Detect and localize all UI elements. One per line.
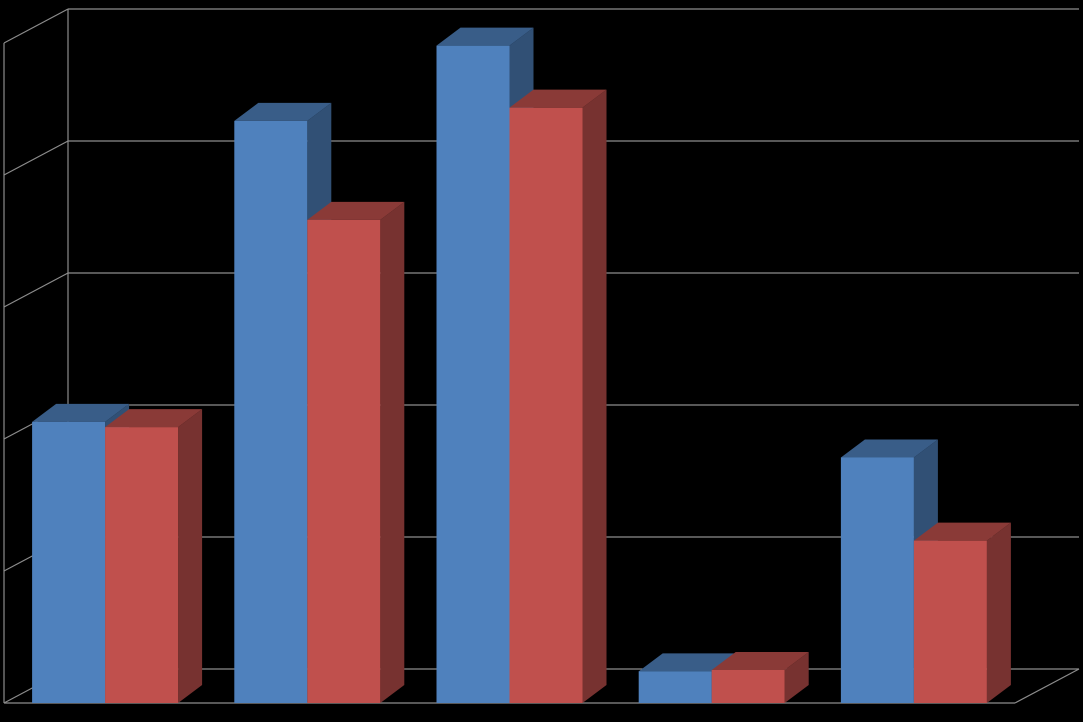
bar-side-face — [784, 652, 809, 703]
bar-front-face — [436, 45, 510, 703]
bar-front-face — [638, 671, 712, 703]
bar-top-face — [436, 27, 534, 46]
bar-top-face — [32, 403, 130, 422]
bar-side-face — [582, 89, 607, 704]
bar-front-face — [509, 107, 583, 704]
bar-s2-c5 — [913, 522, 1011, 703]
bar-top-face — [105, 409, 203, 428]
bar-top-face — [638, 653, 736, 672]
bar-side-face — [986, 522, 1011, 703]
bar-s2-c4 — [711, 652, 809, 703]
bar-s2-c3 — [509, 89, 607, 704]
bar-top-face — [234, 102, 332, 121]
bar-top-face — [840, 439, 938, 458]
bar-front-face — [307, 219, 381, 703]
gridline-side-4 — [3, 140, 69, 176]
bar-top-face — [307, 201, 405, 220]
bar-front-face — [234, 120, 308, 703]
gridline-side-3 — [3, 272, 69, 308]
bar-front-face — [913, 540, 987, 703]
bar-top-face — [509, 89, 607, 108]
gridline-side-5 — [3, 8, 69, 44]
bar-s2-c2 — [307, 201, 405, 703]
bar-s2-c1 — [105, 409, 203, 703]
bar-top-face — [711, 652, 809, 670]
bars — [32, 27, 1011, 704]
bar-side-face — [178, 409, 203, 703]
bar-front-face — [105, 427, 179, 703]
bar-front-face — [711, 670, 785, 703]
floor-right-edge — [1014, 668, 1080, 704]
bar-front-face — [32, 421, 106, 703]
bar-top-face — [913, 522, 1011, 541]
bar-front-face — [840, 457, 914, 703]
bar-side-face — [380, 201, 405, 703]
